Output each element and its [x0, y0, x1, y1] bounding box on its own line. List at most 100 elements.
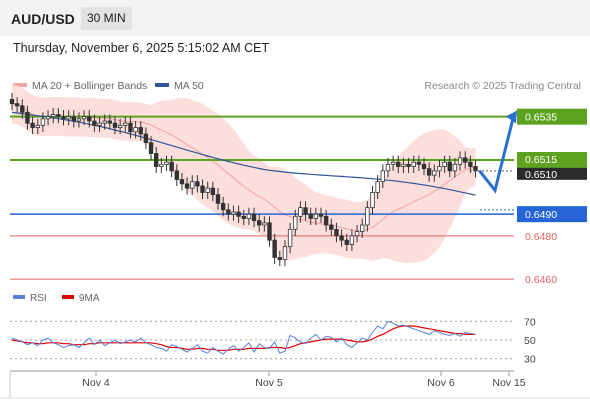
- candle-body: [462, 157, 468, 163]
- candle: [318, 207, 324, 223]
- candle: [298, 201, 303, 223]
- rsi-label: RSI: [30, 293, 47, 304]
- candle: [287, 222, 293, 254]
- candle: [267, 216, 272, 247]
- candle: [102, 114, 107, 130]
- candle-body: [123, 122, 128, 126]
- candle: [277, 251, 282, 267]
- candle: [153, 147, 159, 173]
- candle-body: [220, 202, 226, 211]
- candle-body: [457, 157, 463, 165]
- candle: [462, 151, 468, 169]
- candle: [421, 157, 427, 176]
- candle-body: [401, 163, 406, 167]
- candle-body: [164, 161, 169, 165]
- candle: [437, 160, 442, 178]
- candle-body: [421, 163, 427, 170]
- legend-bollinger: MA 20 + Bollinger Bands: [13, 80, 147, 92]
- level-label-0.6480: 0.6480: [525, 231, 557, 243]
- candle: [272, 233, 277, 264]
- candle-body: [354, 231, 360, 237]
- candle: [128, 116, 133, 139]
- candle-body: [102, 120, 107, 124]
- candle-body: [200, 185, 205, 193]
- last-price-tag: [517, 167, 587, 180]
- candle-body: [97, 122, 102, 126]
- timeframe-button[interactable]: 30 MIN: [81, 7, 132, 30]
- rsi-tick-label: 50: [524, 335, 536, 347]
- candle: [236, 205, 241, 223]
- candle: [308, 207, 313, 225]
- candle-body: [179, 179, 185, 185]
- bollinger-band: [12, 84, 476, 264]
- candle-body: [246, 213, 252, 219]
- candle: [339, 229, 344, 247]
- chart-header: AUD/USD 30 MIN: [0, 0, 590, 36]
- candle: [380, 164, 385, 189]
- ma50-swatch: [155, 83, 169, 88]
- candle: [406, 157, 411, 173]
- candle-body: [303, 207, 308, 215]
- candle-body: [329, 224, 334, 230]
- symbol-title: AUD/USD: [11, 11, 75, 27]
- candle: [159, 157, 164, 173]
- level-label-0.6535: 0.6535: [525, 112, 557, 124]
- candle-body: [251, 213, 257, 222]
- candle-body: [205, 187, 210, 193]
- candle-body: [282, 246, 288, 261]
- candle: [370, 186, 375, 215]
- candle-body: [416, 161, 422, 165]
- candle: [138, 121, 143, 141]
- candle: [97, 116, 102, 132]
- candle-body: [226, 209, 231, 215]
- candle: [416, 155, 422, 171]
- candle: [359, 218, 365, 238]
- candle: [112, 116, 118, 134]
- candle: [9, 92, 15, 111]
- candle-body: [473, 166, 478, 172]
- candle-body: [66, 116, 71, 120]
- candle: [174, 164, 179, 186]
- candle-body: [334, 228, 339, 237]
- candle-body: [231, 211, 236, 215]
- candle-body: [277, 257, 282, 261]
- candle: [432, 164, 437, 182]
- candle: [61, 110, 66, 126]
- candle: [56, 108, 61, 124]
- ma9-swatch: [62, 295, 74, 300]
- candle-body: [159, 163, 164, 167]
- candle-body: [76, 118, 82, 122]
- candle-body: [313, 213, 319, 219]
- candle: [390, 155, 396, 171]
- legend-9ma: 9MA: [62, 293, 100, 304]
- candle: [457, 151, 463, 171]
- candle-body: [143, 133, 149, 144]
- candle: [349, 229, 355, 251]
- candle-body: [411, 161, 416, 167]
- candle-body: [452, 163, 458, 172]
- candle-body: [406, 163, 411, 167]
- candle-body: [174, 170, 179, 180]
- candle-body: [128, 122, 133, 133]
- candle-body: [133, 127, 138, 133]
- candle: [195, 175, 200, 193]
- candle-body: [344, 239, 349, 245]
- level-tag-overlay: [517, 152, 587, 165]
- candle: [293, 209, 298, 236]
- candle: [169, 155, 174, 178]
- candle-body: [256, 220, 262, 226]
- candle-body: [236, 211, 241, 217]
- forecast-arrow: [478, 118, 515, 194]
- candle: [205, 181, 210, 199]
- rsi-ma9-line: [11, 325, 476, 351]
- ma9-label: 9MA: [79, 293, 100, 304]
- candle-body: [107, 120, 113, 124]
- candle: [442, 155, 447, 173]
- candle: [35, 118, 40, 134]
- candle: [375, 175, 380, 199]
- candle: [226, 203, 231, 221]
- timestamp: Thursday, November 6, 2025 5:15:02 AM CE…: [13, 41, 270, 55]
- candle: [30, 116, 35, 134]
- candle: [20, 99, 25, 119]
